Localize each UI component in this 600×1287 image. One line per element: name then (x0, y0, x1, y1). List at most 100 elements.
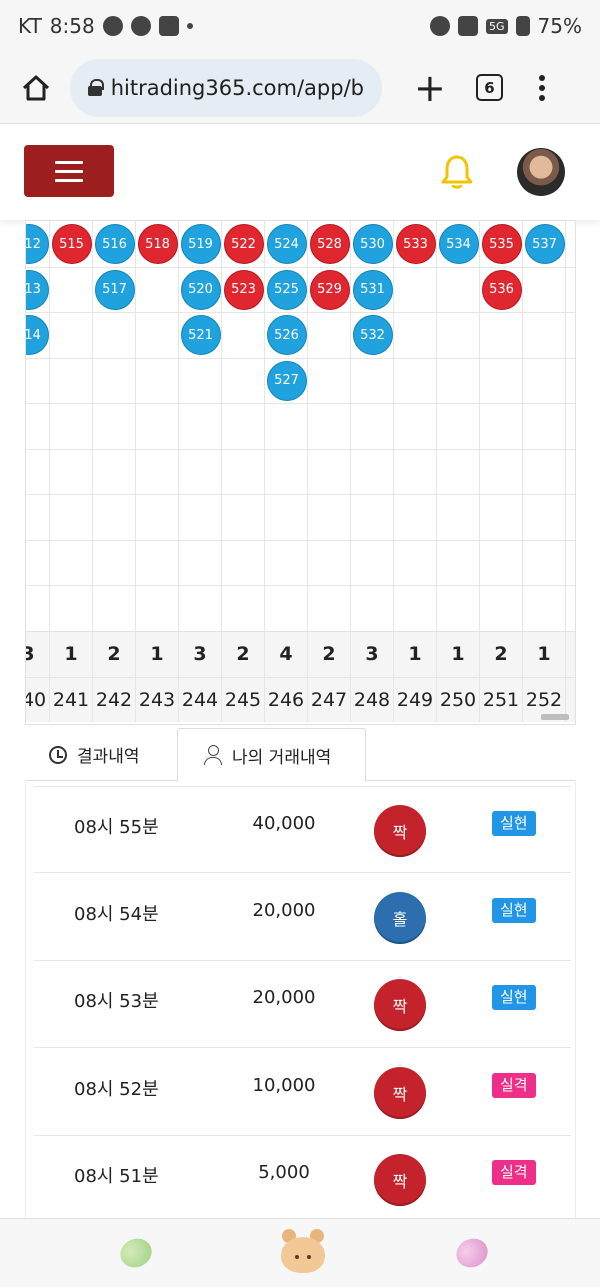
count-cell: 4 (265, 632, 308, 677)
kebab-dot-icon (539, 74, 545, 81)
trade-row[interactable]: 08시 54분 20,000 홀 실현 (34, 874, 571, 961)
trade-status-badge: 실현 (492, 897, 536, 923)
count-cell: 1 (50, 632, 93, 677)
browser-menu-button[interactable] (539, 74, 545, 101)
menu-toggle-button[interactable] (24, 145, 114, 197)
cloud-icon (130, 16, 151, 36)
grid-column (93, 221, 136, 631)
home-icon (22, 75, 50, 100)
round-number-cell: 252 (523, 678, 566, 722)
grid-row-line (26, 266, 575, 268)
nav-pink-bean-button[interactable] (451, 1233, 493, 1273)
grid-column (523, 221, 566, 631)
kebab-dot-icon (539, 94, 545, 101)
round-number-cell: 244 (179, 678, 222, 722)
grid-row-line (26, 494, 575, 495)
new-tab-button[interactable]: + (414, 69, 446, 107)
user-icon (204, 745, 222, 765)
round-number-cell: 245 (222, 678, 265, 722)
history-icon (49, 745, 67, 764)
bead-red: 528 (309, 224, 350, 264)
talk-notification-icon (102, 16, 123, 36)
address-bar[interactable]: hitrading365.com/app/b (70, 58, 382, 117)
grid-column (222, 221, 265, 631)
bead-red: 518 (137, 224, 178, 264)
bead-blue: 527 (266, 360, 307, 401)
trade-result-badge: 짝 (374, 979, 426, 1031)
trade-amount: 40,000 (252, 813, 316, 834)
grid-column (179, 221, 222, 631)
url-text: hitrading365.com/app/b (110, 75, 364, 100)
clock: 8:58 (49, 14, 95, 38)
nav-bear-button[interactable] (280, 1229, 326, 1273)
count-row: 3121324231121 (26, 631, 575, 677)
count-cell: 3 (351, 632, 394, 677)
grid-column (136, 221, 179, 631)
grid-row-line (26, 312, 575, 313)
round-number-cell: 247 (308, 678, 351, 722)
history-tabs: 결과내역 나의 거래내역 (25, 728, 576, 782)
trade-row[interactable]: 08시 52분 10,000 짝 실격 (34, 1049, 571, 1136)
home-button[interactable] (16, 68, 56, 108)
bead-blue: 520 (180, 269, 221, 310)
count-cell: 2 (480, 632, 523, 677)
more-notifications-icon (186, 23, 193, 29)
nav-green-bean-button[interactable] (115, 1233, 157, 1273)
bead-red: 523 (223, 269, 264, 310)
hamburger-line-icon (55, 178, 83, 182)
grid-row-line (26, 357, 575, 359)
horizontal-scrollbar[interactable] (541, 714, 569, 720)
carrier-label: KT (18, 14, 42, 38)
tab-count: 6 (484, 78, 495, 97)
count-cell: 1 (523, 632, 566, 677)
bead-blue: 532 (352, 315, 393, 355)
bead-blue: 531 (352, 269, 393, 310)
trade-amount: 20,000 (252, 987, 316, 1008)
green-bean-icon (115, 1233, 157, 1273)
grid-row-line (26, 539, 575, 541)
kebab-dot-icon (539, 84, 545, 91)
bead-red: 536 (481, 269, 522, 310)
tab-switcher-button[interactable]: 6 (476, 74, 503, 101)
notification-bell-icon[interactable] (440, 153, 474, 191)
round-number-cell: 241 (50, 678, 93, 722)
battery-label: 75% (537, 14, 582, 38)
user-avatar[interactable] (517, 148, 565, 196)
bead-blue: 519 (180, 224, 221, 264)
trade-history-list[interactable]: 08시 55분 40,000 짝 실현 08시 54분 20,000 홀 실현 08시 53분 2… (25, 782, 576, 1218)
bead-red: 529 (309, 269, 350, 310)
trade-time: 08시 52분 (74, 1078, 159, 1100)
trade-row[interactable]: 08시 51분 5,000 짝 실격 (34, 1136, 571, 1218)
shopping-bag-icon (158, 16, 179, 36)
trade-result-badge: 홀 (374, 891, 426, 944)
trade-result-badge: 짝 (374, 805, 426, 857)
tab-my-trades-label: 나의 거래내역 (232, 747, 332, 768)
trade-row[interactable]: 08시 55분 40,000 짝 실현 (34, 786, 571, 873)
tab-my-trades[interactable]: 나의 거래내역 (177, 728, 366, 782)
count-cell: 2 (222, 632, 265, 677)
signal-icon (515, 16, 530, 36)
trade-amount: 20,000 (252, 899, 316, 921)
bottom-navigation (0, 1218, 600, 1287)
hamburger-line-icon (55, 169, 83, 173)
count-cell: 1 (394, 632, 437, 677)
pink-bean-icon (451, 1233, 493, 1273)
status-bar: KT 8:58 5G 75% (0, 0, 600, 52)
grid-column (50, 221, 93, 631)
bead-blue: 530 (352, 224, 393, 264)
count-cell: 2 (308, 632, 351, 677)
alarm-icon (430, 16, 451, 36)
trade-result-badge: 짝 (374, 1066, 426, 1119)
app-header (0, 125, 600, 220)
grid-column (26, 221, 50, 631)
trade-result-badge: 짝 (374, 1154, 426, 1206)
bead-road-grid[interactable]: 5125135145155165175185195205215225235245… (25, 220, 576, 725)
tab-results-label: 결과내역 (77, 747, 140, 767)
round-number-cell: 251 (480, 678, 523, 722)
trade-row[interactable]: 08시 53분 20,000 짝 실현 (34, 961, 571, 1048)
tab-results[interactable]: 결과내역 (49, 728, 140, 781)
round-number-cell: 246 (265, 678, 308, 722)
count-cell: 1 (136, 632, 179, 677)
round-number-cell: 242 (93, 678, 136, 722)
round-number-cell: 250 (437, 678, 480, 722)
